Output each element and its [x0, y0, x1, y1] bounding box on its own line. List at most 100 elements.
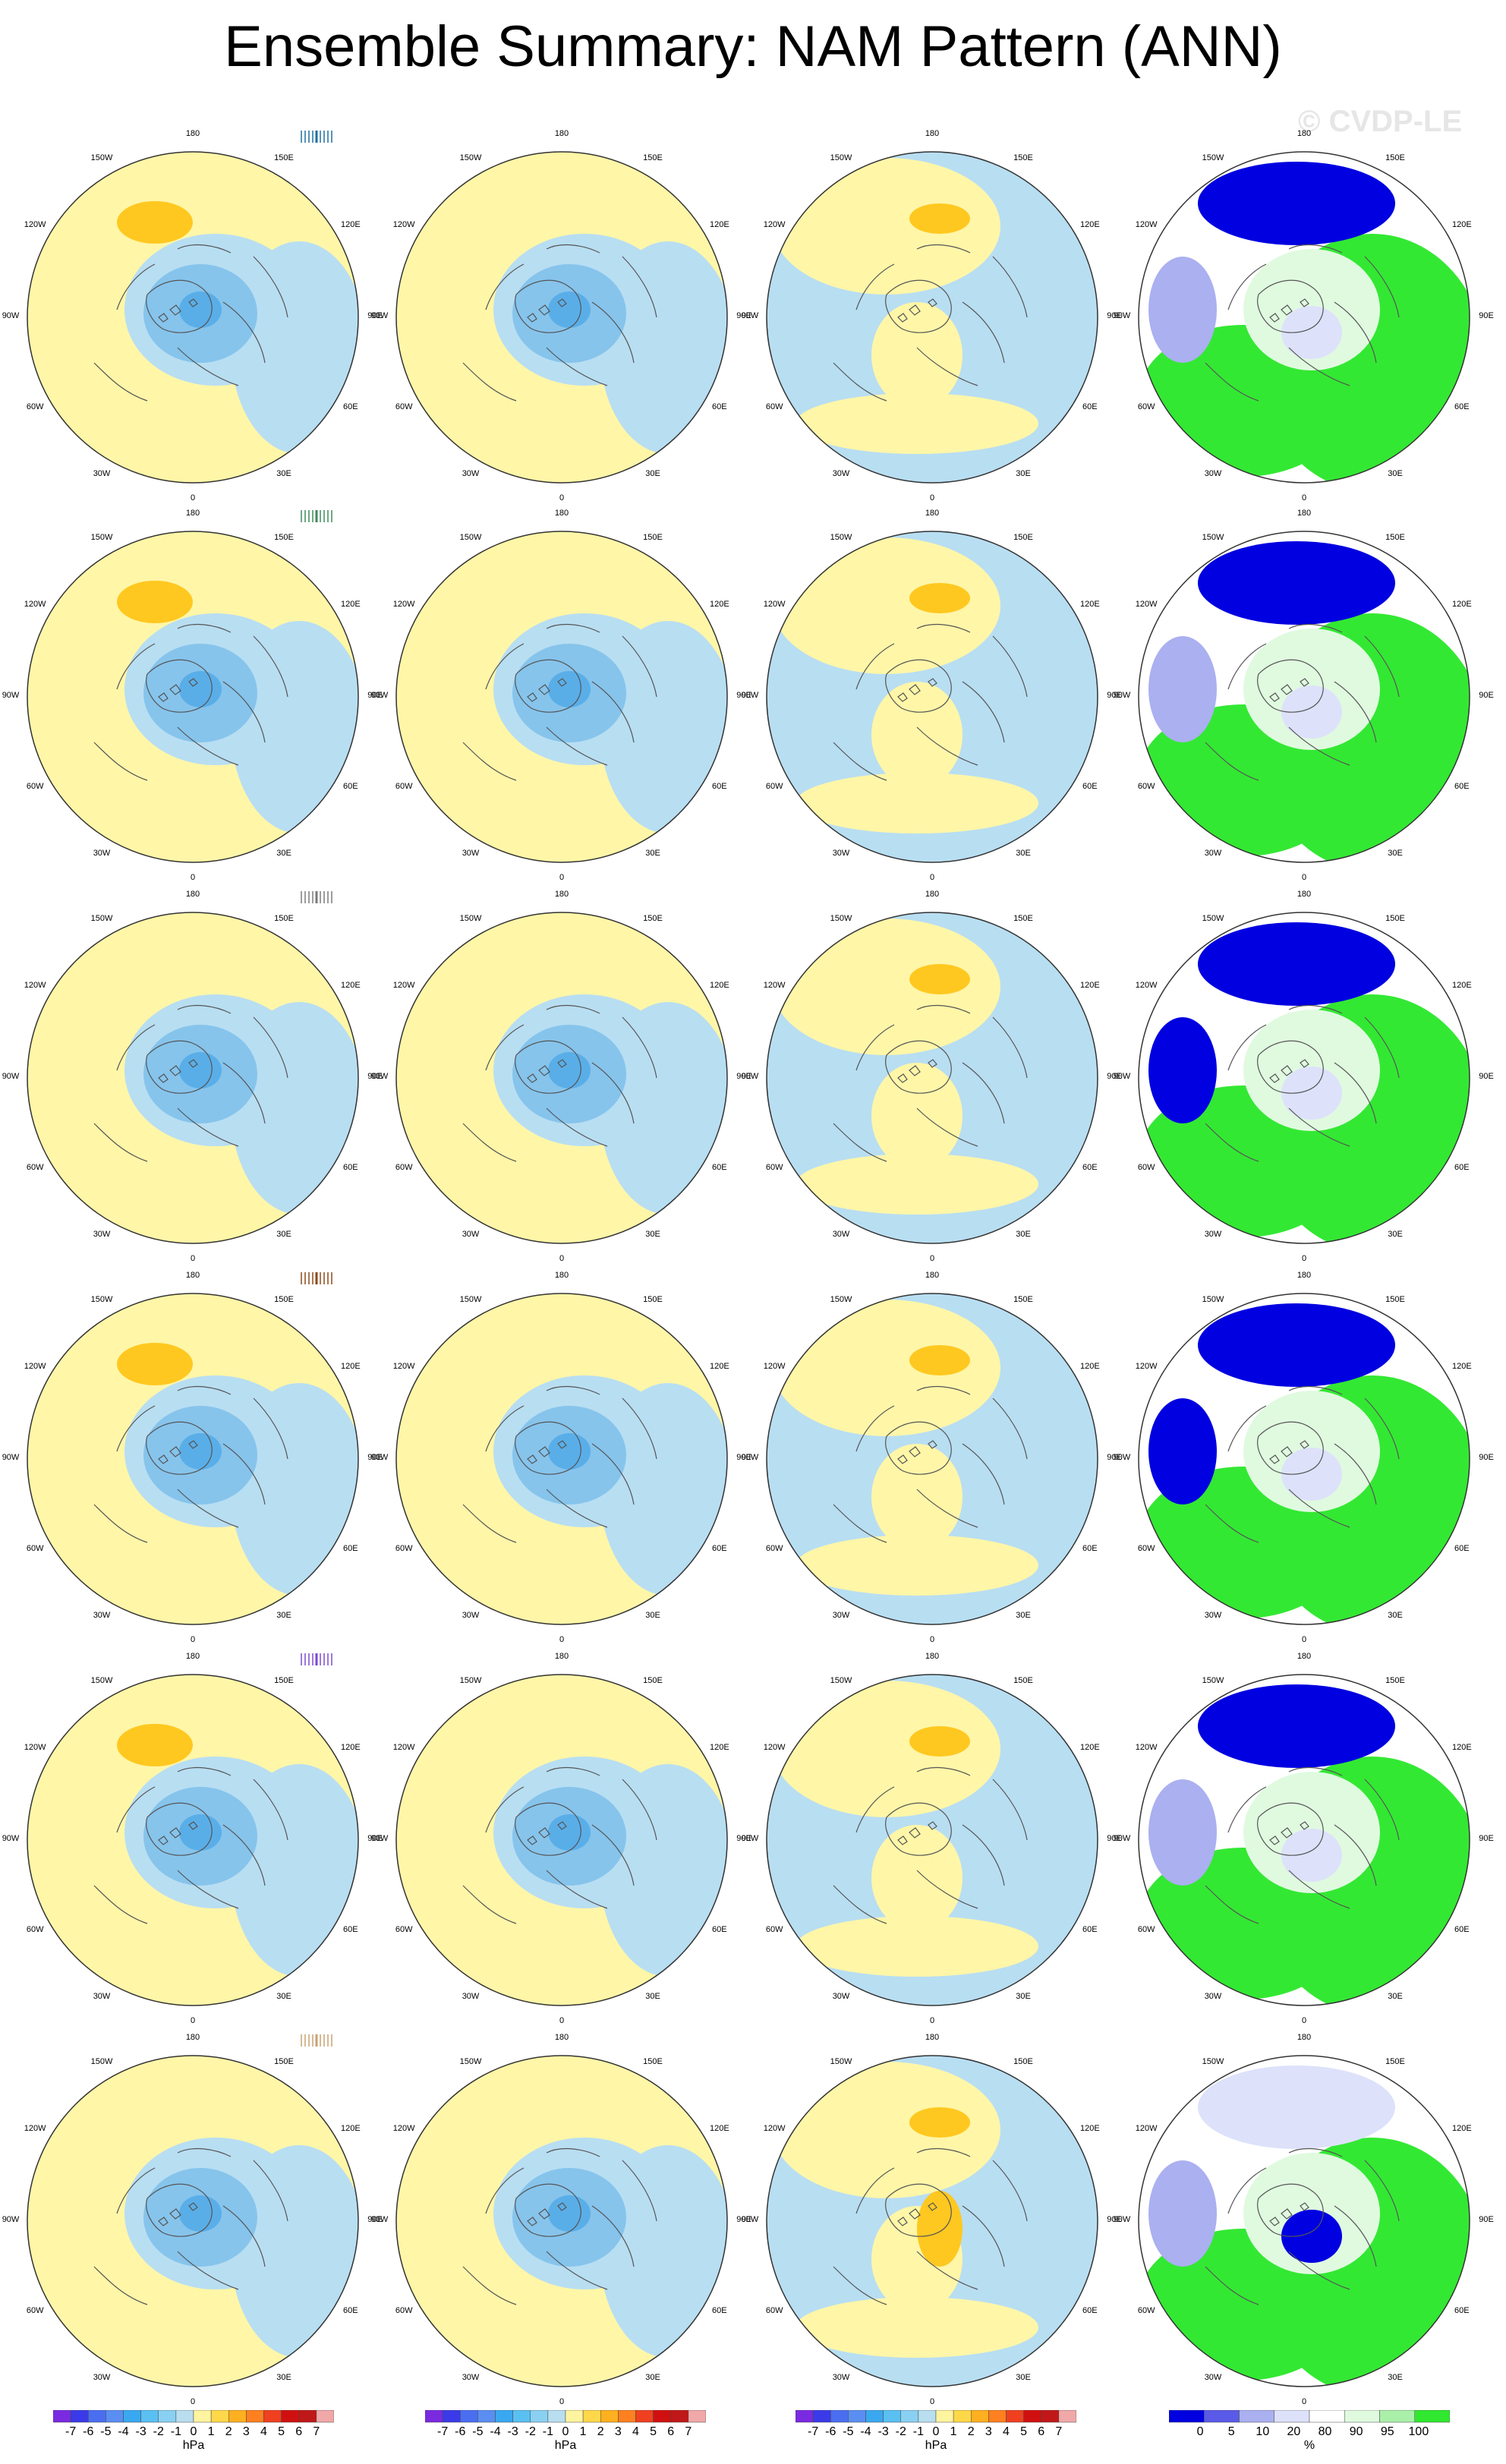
- longitude-label: 60W: [395, 1163, 413, 1172]
- positive-anomaly-region: [773, 537, 1000, 674]
- rank-low-region: [1198, 2065, 1395, 2149]
- coastline: [855, 1405, 1005, 1528]
- longitude-label: 30W: [93, 848, 111, 858]
- polar-map-diff: [766, 531, 1098, 863]
- polar-map-rank: [1138, 531, 1470, 863]
- longitude-label: 30E: [1016, 468, 1031, 478]
- longitude-label: 180: [925, 129, 940, 138]
- longitude-label: 60E: [1454, 2306, 1470, 2315]
- coastline: [1205, 624, 1400, 781]
- longitude-label: 180: [554, 129, 569, 138]
- colorbar-swatch: [140, 2410, 159, 2423]
- negative-anomaly-core: [179, 671, 222, 707]
- coastline: [93, 244, 288, 402]
- longitude-label: 90W: [1113, 1453, 1131, 1462]
- longitude-label: 90E: [736, 2215, 751, 2224]
- coastline: [1205, 1005, 1400, 1162]
- colorbar-swatch: [175, 2410, 194, 2423]
- longitude-label: 60W: [1137, 2306, 1155, 2315]
- colorbar-swatch: [1169, 2410, 1205, 2423]
- longitude-label: 30E: [1016, 2372, 1031, 2382]
- map-border: [1138, 1674, 1470, 2006]
- longitude-label: 90W: [370, 691, 389, 700]
- longitude-label: 30E: [645, 1991, 660, 2001]
- longitude-label: 150E: [274, 1295, 294, 1305]
- positive-anomaly-region: [871, 302, 963, 408]
- positive-anomaly-region: [796, 1535, 1038, 1596]
- longitude-label: 120W: [763, 1362, 786, 1371]
- longitude-label: 30W: [93, 1991, 111, 2001]
- colorbar-tick-label: 5: [1020, 2425, 1028, 2438]
- longitude-label: 30E: [645, 848, 660, 858]
- colorbar-swatch: [935, 2410, 954, 2423]
- longitude-label: 150E: [1385, 2057, 1405, 2067]
- longitude-label: 120E: [1451, 220, 1472, 229]
- longitude-label: 30E: [276, 1229, 291, 1239]
- map-border: [1138, 1293, 1470, 1625]
- longitude-label: 120E: [1079, 220, 1100, 229]
- coastline: [833, 624, 1028, 781]
- longitude-label: 120W: [392, 2124, 415, 2133]
- colorbar-tick-label: -1: [912, 2425, 924, 2438]
- longitude-label: 150W: [830, 1295, 852, 1305]
- colorbar-swatch: [246, 2410, 264, 2423]
- longitude-label: 90E: [736, 1453, 751, 1462]
- coastline: [146, 1040, 213, 1094]
- map-border: [395, 1293, 728, 1625]
- colorbar-tick-label: -2: [525, 2425, 536, 2438]
- longitude-label: 90W: [370, 311, 389, 320]
- colorbar-tick-label: 4: [1003, 2425, 1010, 2438]
- coastline: [855, 1786, 1005, 1909]
- longitude-label: 0: [190, 1635, 196, 1644]
- coastline: [158, 1440, 198, 1464]
- colorbar-swatch: [1023, 2410, 1041, 2423]
- polar-map-diff: [766, 1293, 1098, 1625]
- longitude-label: 30E: [276, 1610, 291, 1620]
- longitude-label: 60W: [395, 1544, 413, 1553]
- coastline: [833, 244, 1028, 402]
- map-border: [766, 1674, 1098, 2006]
- polar-map-diff: [766, 2055, 1098, 2387]
- longitude-label: 120E: [340, 1362, 361, 1371]
- coastline: [93, 1005, 288, 1162]
- coastline: [833, 1767, 1028, 1924]
- longitude-label: 90W: [1113, 2215, 1131, 2224]
- rank-low-region: [1148, 2160, 1217, 2267]
- positive-anomaly-region: [773, 158, 1000, 295]
- longitude-label: 90E: [367, 691, 383, 700]
- colorbar-swatch: [971, 2410, 989, 2423]
- longitude-label: 120E: [1451, 600, 1472, 609]
- polar-map-model: [27, 1674, 359, 2006]
- negative-anomaly-region: [231, 621, 358, 833]
- longitude-label: 180: [925, 2033, 940, 2042]
- longitude-label: 60W: [765, 1163, 783, 1172]
- longitude-label: 150E: [643, 1676, 663, 1686]
- longitude-label: 90W: [1113, 1072, 1131, 1081]
- rank-low-region: [1281, 1067, 1342, 1120]
- longitude-label: 60W: [26, 2306, 44, 2315]
- longitude-label: 0: [559, 873, 565, 882]
- longitude-label: 120W: [1135, 220, 1158, 229]
- longitude-label: 30W: [462, 2372, 480, 2382]
- longitude-label: 60W: [1137, 782, 1155, 791]
- negative-anomaly-core: [548, 291, 591, 328]
- coastline: [462, 2148, 657, 2305]
- colorbar-tick-label: -7: [437, 2425, 449, 2438]
- longitude-label: 90E: [1107, 1072, 1122, 1081]
- longitude-label: 150W: [90, 1676, 113, 1686]
- member-spread-icon: [301, 510, 332, 522]
- longitude-label: 30W: [1204, 1991, 1222, 2001]
- longitude-label: 90W: [2, 2215, 20, 2224]
- longitude-label: 30W: [462, 1991, 480, 2001]
- longitude-label: 150W: [90, 1295, 113, 1305]
- map-border: [395, 1674, 728, 2006]
- longitude-label: 180: [925, 890, 940, 899]
- longitude-label: 30E: [645, 468, 660, 478]
- coastline: [462, 1767, 657, 1924]
- coastline: [93, 624, 288, 781]
- map-border: [395, 912, 728, 1244]
- longitude-label: 180: [925, 1652, 940, 1661]
- colorbar-tick-label: 80: [1318, 2425, 1332, 2438]
- longitude-label: 60E: [712, 782, 727, 791]
- longitude-label: 0: [1301, 2016, 1307, 2025]
